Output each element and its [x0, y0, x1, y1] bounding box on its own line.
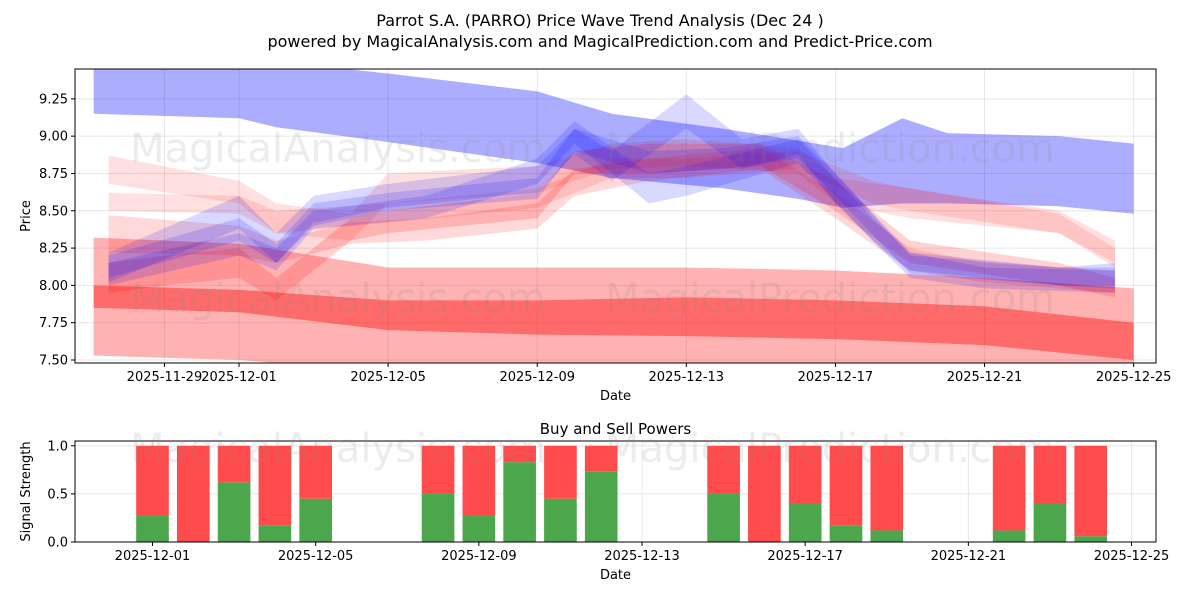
price-wave-band: [108, 94, 1115, 293]
y-tick-label: 7.75: [39, 316, 68, 331]
y-tick-label: 1.0: [47, 439, 68, 454]
y-tick-label: 0.0: [47, 536, 68, 551]
buy-bar: [829, 525, 863, 542]
sell-bar: [788, 445, 822, 504]
subplot-title: Buy and Sell Powers: [540, 420, 692, 438]
y-tick-label: 8.25: [39, 242, 68, 257]
watermark: MagicalPrediction.com: [605, 276, 1055, 322]
sell-bar: [217, 445, 251, 483]
buy-bar: [544, 498, 577, 542]
sell-bar: [829, 445, 863, 526]
x-tick-label: 2025-12-25: [1094, 549, 1170, 564]
y-axis-label: Price: [19, 200, 34, 232]
x-tick-label: 2025-12-13: [604, 549, 680, 564]
y-axis-label: Signal Strength: [19, 441, 34, 541]
x-axis-label: Date: [600, 568, 631, 583]
buy-bar: [421, 493, 455, 542]
x-tick-label: 2025-12-01: [201, 370, 277, 385]
sell-bar: [584, 445, 618, 472]
sell-bar: [992, 445, 1026, 531]
sell-bar: [176, 445, 210, 542]
sell-bar: [544, 445, 577, 499]
chart-title: Parrot S.A. (PARRO) Price Wave Trend Ana…: [376, 11, 823, 30]
buy-bar: [462, 515, 496, 542]
x-tick-label: 2025-12-05: [350, 370, 426, 385]
x-tick-label: 2025-12-01: [115, 549, 191, 564]
buy-bar: [870, 530, 904, 542]
plot-area: [93, 69, 1134, 363]
x-tick-label: 2025-12-21: [947, 370, 1023, 385]
price-wave-band: [108, 148, 1115, 293]
axes-frame: [74, 440, 1157, 543]
price-wave-band: [108, 139, 1115, 264]
x-axis-label: Date: [600, 389, 631, 404]
watermark: MagicalAnalysis.com: [130, 126, 546, 172]
chart-subtitle: powered by MagicalAnalysis.com and Magic…: [267, 32, 932, 51]
sell-bar: [258, 445, 292, 526]
buy-bar: [1074, 536, 1108, 542]
signal-chart: 2025-12-01 2025-12-05 2025-12-09 2025-12-13…: [19, 420, 1169, 583]
price-wave-band: [108, 151, 1115, 268]
x-tick-label: 2025-12-05: [278, 549, 354, 564]
price-wave-band: [108, 128, 1115, 289]
y-tick-label: 8.50: [39, 204, 68, 219]
sell-bar: [1033, 445, 1067, 504]
plot-area: [136, 445, 1108, 542]
buy-bar: [136, 515, 169, 542]
buy-bar: [788, 503, 822, 542]
sell-bar: [870, 445, 904, 531]
sell-bar: [421, 445, 455, 494]
sell-bar: [503, 445, 536, 463]
x-tick-label: 2025-12-09: [499, 370, 575, 385]
buy-bar: [217, 482, 251, 542]
sell-bar: [136, 445, 169, 516]
y-tick-label: 0.5: [47, 487, 68, 502]
y-tick-label: 8.00: [39, 279, 68, 294]
watermark: MagicalAnalysis.com: [130, 426, 546, 472]
sell-bar: [462, 445, 496, 516]
sell-bar: [707, 445, 740, 494]
x-tick-label: 2025-12-21: [931, 549, 1007, 564]
y-tick-label: 9.25: [39, 92, 68, 107]
price-wave-band: [93, 237, 1134, 363]
x-tick-label: 2025-12-09: [441, 549, 517, 564]
x-tick-label: 2025-12-17: [798, 370, 874, 385]
watermark: MagicalPrediction.com: [605, 126, 1055, 172]
watermark: MagicalPrediction.com: [605, 426, 1055, 472]
buy-bar: [1033, 503, 1067, 542]
watermark: MagicalAnalysis.com: [130, 276, 546, 322]
buy-bar: [992, 530, 1026, 542]
x-tick-label: 2025-12-13: [649, 370, 725, 385]
axes-frame: [74, 68, 1157, 364]
price-wave-band: [93, 69, 1134, 214]
sell-bar: [299, 445, 332, 499]
buy-bar: [299, 498, 332, 542]
buy-bar: [503, 462, 536, 542]
sell-bar: [748, 445, 781, 542]
y-tick-label: 8.75: [39, 167, 68, 182]
buy-bar: [584, 471, 618, 542]
buy-bar: [707, 493, 740, 542]
buy-bar: [258, 525, 292, 542]
x-tick-label: 2025-12-25: [1096, 370, 1172, 385]
y-tick-label: 9.00: [39, 130, 68, 145]
y-tick-label: 7.50: [39, 354, 68, 369]
price-wave-band: [108, 121, 1115, 286]
grid: [75, 69, 1156, 363]
price-wave-band: [93, 285, 1134, 361]
x-tick-label: 2025-12-17: [767, 549, 843, 564]
sell-bar: [1074, 445, 1108, 537]
x-tick-label: 2025-11-29: [127, 370, 203, 385]
